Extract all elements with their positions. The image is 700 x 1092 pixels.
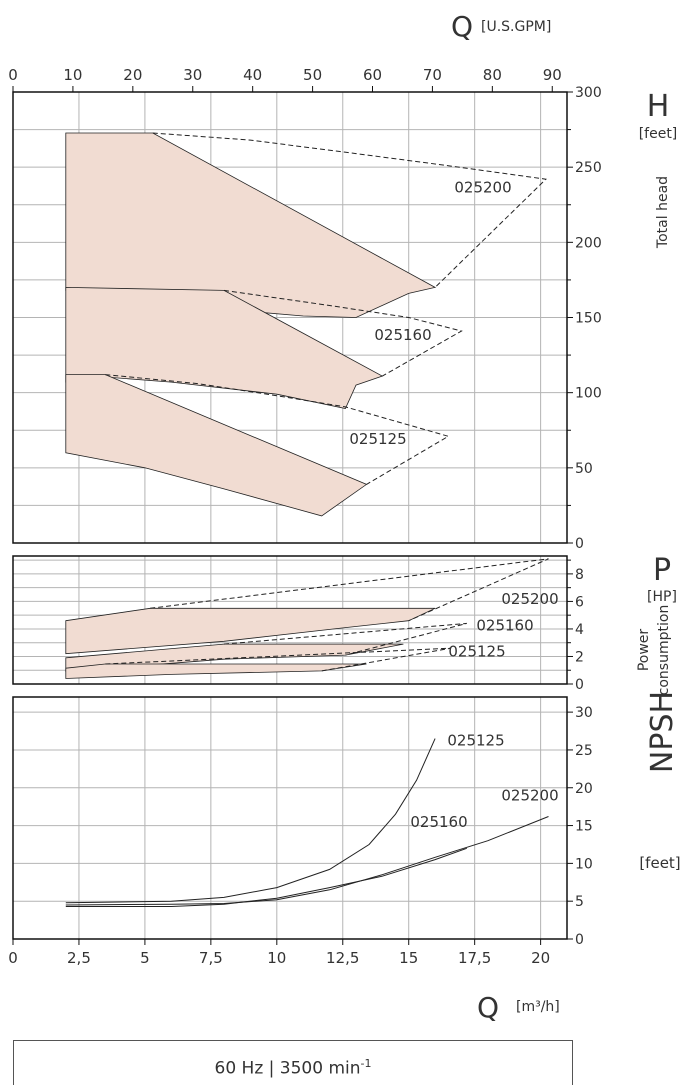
y-tick-label: 4: [575, 622, 584, 638]
y-tick-label: 0: [575, 677, 584, 693]
npsh-curve-025125: [65, 738, 436, 904]
y-tick-label: 0: [575, 932, 584, 948]
x-top-tick-label: 10: [63, 66, 82, 84]
y-tick-label: 0: [575, 536, 584, 552]
y-tick-label: 25: [575, 743, 593, 759]
extended-range-025200: [152, 132, 547, 288]
panel-frame: [12, 555, 568, 685]
series-label-025125: 025125: [349, 430, 406, 448]
y-tick-label: 250: [575, 160, 602, 176]
h-symbol: H: [647, 89, 670, 124]
extended-range-025160: [223, 289, 463, 377]
y-tick-label: 50: [575, 461, 593, 477]
npsh-curve-025200: [65, 816, 549, 906]
series-label-025200: 025200: [501, 590, 558, 608]
extended-range-025200: [150, 558, 549, 622]
x-bottom-tick-label: 2,5: [67, 949, 91, 967]
x-top-tick-label: 70: [423, 66, 442, 84]
y-tick-label: 2: [575, 649, 584, 665]
operating-range-025125: [65, 663, 367, 679]
series-label-025125: 025125: [448, 642, 505, 660]
x-bottom-tick-label: 12,5: [326, 949, 359, 967]
y-tick-label: 100: [575, 386, 602, 402]
panel-frame: [12, 696, 568, 940]
npsh-symbol: NPSH: [645, 691, 680, 773]
y-tick-label: 20: [575, 781, 593, 797]
footer-box: 60 Hz | 3500 min-1: [13, 1040, 573, 1085]
q-m3h-unit: [m³/h]: [516, 999, 560, 1015]
series-label-025160: 025160: [410, 813, 467, 831]
operating-range-025200: [65, 607, 436, 655]
npsh-unit: [feet]: [639, 854, 680, 872]
h-unit: [feet]: [639, 126, 678, 142]
x-bottom-tick-label: 7,5: [199, 949, 223, 967]
q-symbol-top: Q: [451, 10, 473, 43]
series-label-025160: 025160: [374, 326, 431, 344]
y-tick-label: 200: [575, 235, 602, 251]
x-bottom-tick-label: 0: [8, 949, 18, 967]
y-tick-label: 15: [575, 819, 593, 835]
series-label-025160: 025160: [476, 616, 533, 634]
x-top-tick-label: 30: [183, 66, 202, 84]
x-top-tick-label: 60: [363, 66, 382, 84]
p-unit: [HP]: [647, 589, 677, 605]
y-tick-label: 150: [575, 311, 602, 327]
total-head-label: Total head: [655, 176, 671, 249]
footer-superscript: -1: [360, 1057, 372, 1070]
x-top-tick-label: 40: [243, 66, 262, 84]
operating-range-025125: [65, 374, 368, 517]
power-label: Power: [636, 629, 652, 672]
y-tick-label: 5: [575, 894, 584, 910]
series-label-025125: 025125: [447, 731, 504, 749]
q-gpm-unit: [U.S.GPM]: [481, 19, 551, 35]
x-bottom-tick-label: 15: [399, 949, 418, 967]
y-tick-label: 30: [575, 705, 593, 721]
series-label-025200: 025200: [501, 787, 558, 805]
y-tick-label: 6: [575, 594, 584, 610]
x-top-tick-label: 0: [8, 66, 18, 84]
y-tick-label: 300: [575, 85, 602, 101]
consumption-label: consumption: [656, 605, 672, 696]
npsh-curve-025160: [65, 847, 467, 907]
series-label-025200: 025200: [454, 179, 511, 197]
x-top-tick-label: 90: [543, 66, 562, 84]
y-tick-label: 10: [575, 856, 593, 872]
x-top-tick-label: 50: [303, 66, 322, 84]
x-bottom-tick-label: 20: [531, 949, 550, 967]
extended-range-025160: [223, 622, 467, 656]
x-top-tick-label: 80: [483, 66, 502, 84]
x-top-tick-label: 20: [123, 66, 142, 84]
x-bottom-tick-label: 10: [267, 949, 286, 967]
q-symbol-bottom: Q: [477, 991, 499, 1024]
extended-range-025125: [105, 647, 451, 672]
footer-frequency: 60 Hz | 3500 min: [214, 1058, 361, 1079]
p-symbol: P: [653, 553, 671, 588]
x-bottom-tick-label: 5: [140, 949, 150, 967]
y-tick-label: 8: [575, 567, 584, 583]
x-bottom-tick-label: 17,5: [458, 949, 491, 967]
